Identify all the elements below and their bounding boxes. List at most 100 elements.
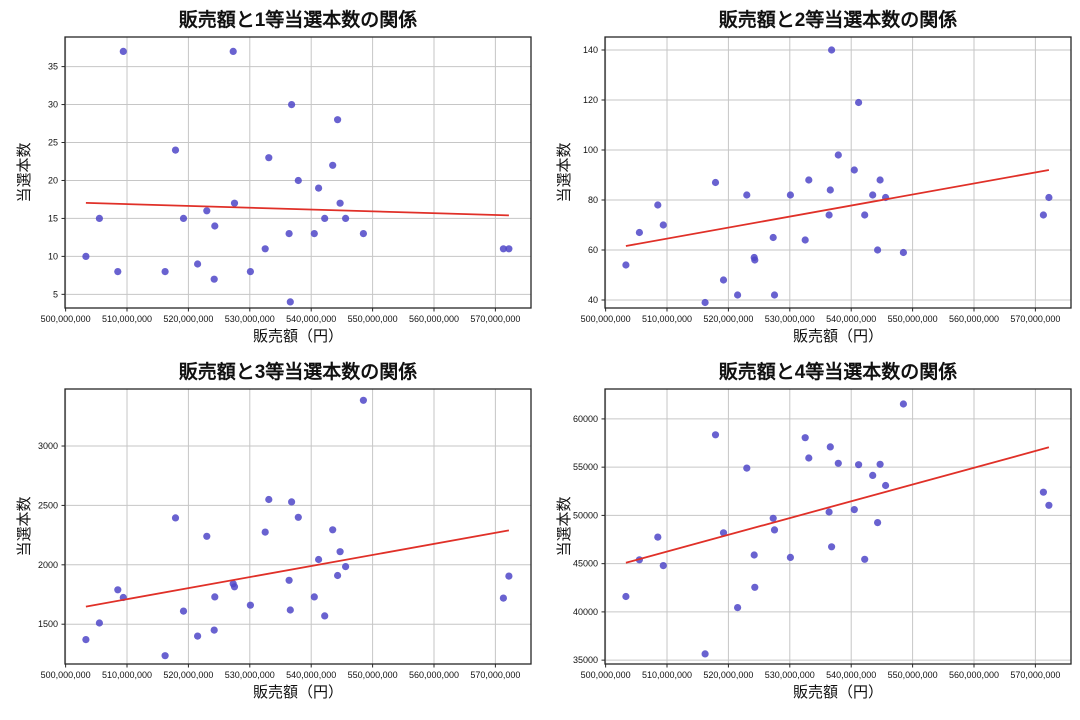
data-point (654, 533, 662, 541)
x-tick-label: 560,000,000 (949, 670, 999, 680)
y-tick-label: 5 (53, 289, 58, 299)
chart-title: 販売額と2等当選本数の関係 (719, 8, 958, 31)
y-tick-label: 40 (588, 295, 598, 305)
data-point (315, 184, 323, 192)
y-tick-label: 55000 (573, 462, 598, 472)
data-point (95, 619, 103, 627)
x-tick-label: 510,000,000 (102, 670, 152, 680)
y-tick-label: 20 (48, 175, 58, 185)
data-point (770, 526, 779, 534)
data-point (210, 626, 218, 634)
x-tick-label: 540,000,000 (826, 670, 876, 680)
y-axis-label: 当選本数 (16, 142, 33, 202)
data-point (769, 514, 777, 522)
data-point (750, 551, 758, 559)
x-tick-label: 570,000,000 (470, 670, 520, 680)
data-point (294, 513, 302, 521)
x-tick-label: 570,000,000 (1010, 314, 1060, 324)
x-tick-label: 550,000,000 (348, 670, 398, 680)
data-point (285, 230, 293, 238)
plot-border (64, 36, 532, 309)
data-point (751, 256, 759, 264)
y-axis-label: 当選本数 (556, 496, 573, 556)
data-point (194, 632, 202, 640)
data-point (246, 268, 254, 276)
data-point (315, 555, 323, 564)
y-tick-label: 40000 (573, 607, 598, 617)
x-tick-label: 560,000,000 (409, 670, 459, 680)
data-point (211, 222, 219, 230)
x-tick-label: 570,000,000 (470, 314, 520, 324)
data-point (203, 532, 211, 540)
data-point (751, 583, 759, 591)
data-point (261, 245, 269, 253)
data-point (719, 529, 728, 537)
trend-line (85, 529, 510, 608)
data-point (210, 275, 218, 283)
x-tick-label: 520,000,000 (703, 670, 753, 680)
y-tick-label: 140 (583, 45, 598, 55)
data-point (869, 471, 877, 479)
data-point (711, 431, 720, 439)
y-tick-label: 1500 (38, 619, 58, 629)
scatter-chart-prize3: 500,000,000 510,000,000 520,000,000 530,000… (16, 360, 532, 701)
y-tick-label: 2500 (38, 500, 58, 510)
data-point (261, 528, 269, 536)
x-axis-label: 販売額（円） (253, 328, 343, 345)
data-point (882, 481, 890, 490)
x-tick-label: 550,000,000 (348, 314, 398, 324)
y-tick-label: 3000 (38, 441, 58, 451)
x-tick-label: 550,000,000 (888, 670, 938, 680)
data-point (336, 548, 344, 556)
data-point (635, 228, 643, 237)
data-point (334, 116, 342, 124)
data-point (499, 594, 507, 602)
data-point (329, 161, 337, 169)
data-point (805, 454, 813, 462)
data-point (622, 261, 630, 269)
data-point (834, 459, 842, 467)
data-point (342, 563, 350, 571)
data-point (334, 571, 342, 580)
data-point (1039, 488, 1047, 496)
data-point (114, 586, 122, 594)
y-tick-label: 35 (48, 62, 58, 72)
y-tick-label: 35000 (573, 655, 598, 665)
data-point (701, 650, 709, 658)
data-point (874, 246, 882, 254)
y-tick-label: 120 (583, 95, 598, 105)
data-point (828, 46, 836, 54)
x-tick-label: 560,000,000 (409, 314, 459, 324)
data-point (171, 514, 180, 522)
y-tick-label: 15 (48, 213, 58, 223)
trend-line (625, 446, 1050, 564)
data-point (294, 176, 302, 185)
data-point (834, 151, 842, 159)
scatter-chart-prize2: 500,000,000 510,000,000 520,000,000 530,000… (556, 8, 1072, 345)
y-tick-label: 60 (588, 245, 598, 255)
data-point (310, 593, 318, 601)
y-tick-label: 25 (48, 138, 58, 148)
y-tick-label: 30 (48, 100, 58, 110)
x-tick-label: 540,000,000 (286, 314, 336, 324)
data-point (850, 506, 858, 514)
data-point (265, 495, 273, 504)
y-tick-label: 50000 (573, 510, 598, 520)
data-point (194, 260, 202, 268)
data-point (505, 572, 513, 580)
x-tick-label: 560,000,000 (949, 314, 999, 324)
plot-border (604, 388, 1072, 665)
data-point (654, 201, 662, 209)
y-tick-label: 2000 (38, 560, 58, 570)
data-point (359, 230, 367, 238)
data-point (786, 553, 794, 561)
x-tick-label: 510,000,000 (642, 670, 692, 680)
y-tick-label: 10 (48, 251, 58, 261)
data-point (874, 519, 882, 527)
data-point (899, 400, 907, 408)
data-point (359, 396, 367, 404)
data-point (828, 543, 836, 551)
scatter-chart-prize1: 500,000,000 510,000,000 520,000,000 530,000… (16, 8, 532, 345)
data-point (265, 154, 273, 162)
